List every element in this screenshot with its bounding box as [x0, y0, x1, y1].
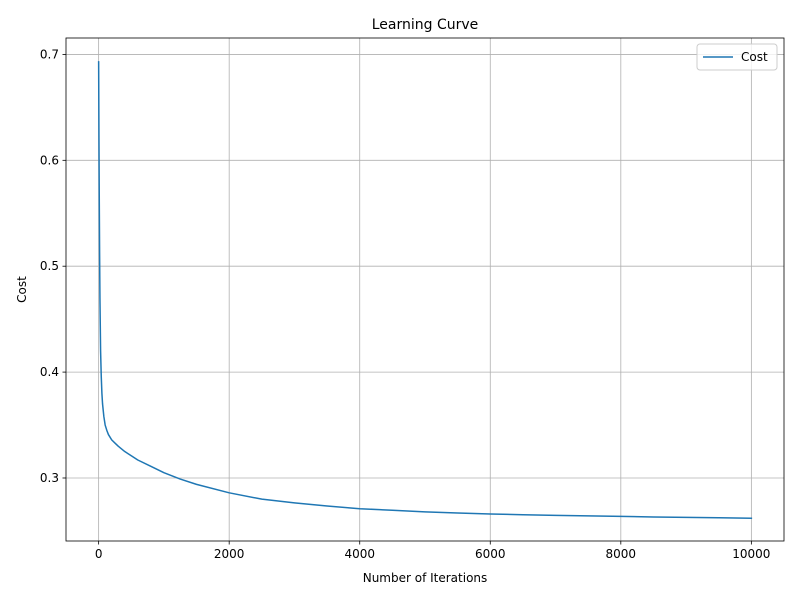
- legend: Cost: [696, 43, 778, 71]
- legend-box: [696, 43, 778, 71]
- legend-entry-cost: Cost: [741, 50, 768, 64]
- x-axis-label: Number of Iterations: [363, 571, 488, 585]
- grid: [66, 38, 784, 541]
- y-tick-label: 0.6: [40, 153, 59, 167]
- x-tick-label: 6000: [475, 547, 506, 561]
- series-layer: [97, 61, 753, 519]
- x-tick-label: 8000: [606, 547, 637, 561]
- axes-spine: [65, 37, 785, 542]
- y-tick-label: 0.4: [40, 365, 59, 379]
- plot-area: [66, 38, 784, 541]
- axes-frame: [65, 37, 785, 542]
- y-axis: 0.3 0.4 0.5 0.6 0.7: [40, 47, 66, 485]
- x-tick-label: 4000: [344, 547, 375, 561]
- series-line-cost: [97, 61, 753, 519]
- x-tick-label: 0: [95, 547, 103, 561]
- x-axis: 0 2000 4000 6000 8000 10000: [95, 541, 770, 561]
- y-axis-label: Cost: [15, 276, 29, 303]
- x-tick-label: 10000: [732, 547, 770, 561]
- x-tick-label: 2000: [214, 547, 245, 561]
- chart-title: Learning Curve: [372, 17, 479, 33]
- y-tick-label: 0.3: [40, 471, 59, 485]
- y-tick-label: 0.7: [40, 47, 59, 61]
- y-tick-label: 0.5: [40, 259, 59, 273]
